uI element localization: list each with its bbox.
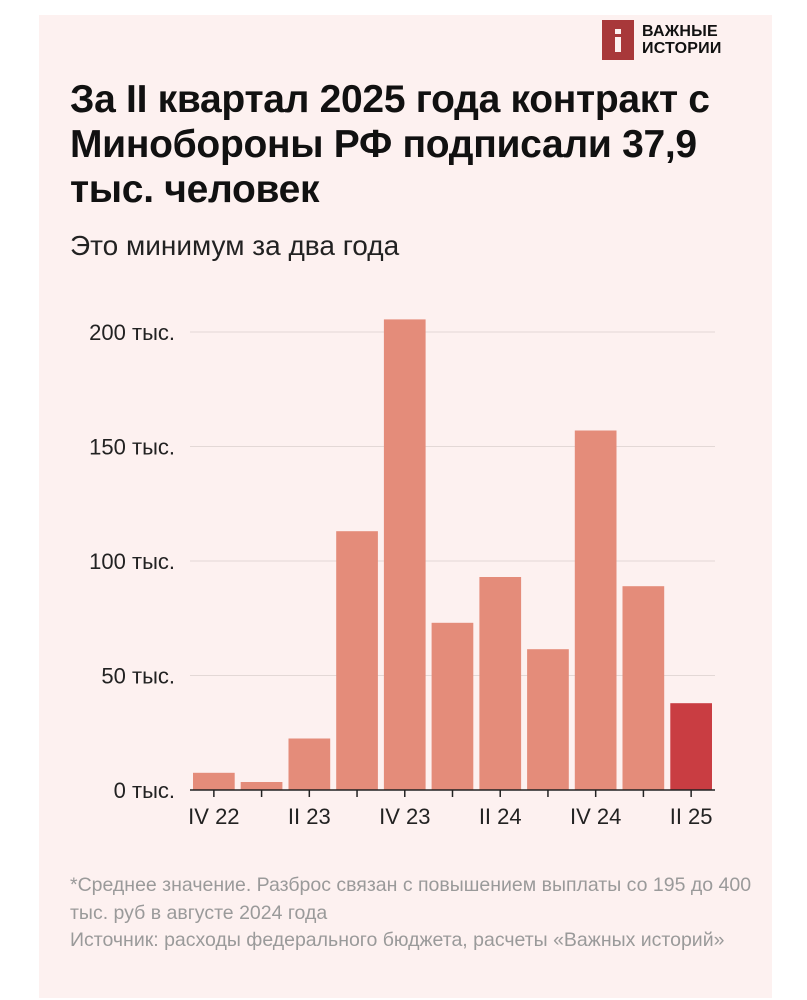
bar-iv-23 bbox=[383, 319, 426, 790]
x-tick-label: IV 24 bbox=[570, 804, 621, 829]
brand-line1: ВАЖНЫЕ bbox=[642, 23, 718, 40]
chart-notes: *Среднее значение. Разброс связан с повы… bbox=[70, 872, 760, 955]
x-tick-label: IV 22 bbox=[188, 804, 239, 829]
y-tick-label: 200 тыс. bbox=[89, 320, 175, 345]
x-tick-label: II 25 bbox=[670, 804, 713, 829]
bar-iv-22 bbox=[193, 772, 235, 790]
bar-iii-23 bbox=[336, 531, 378, 790]
x-tick-label: II 24 bbox=[479, 804, 522, 829]
bar-ii-24 bbox=[479, 577, 522, 790]
y-tick-label: 150 тыс. bbox=[89, 435, 175, 460]
bar-ii-23 bbox=[288, 738, 331, 790]
y-tick-label: 100 тыс. bbox=[89, 549, 175, 574]
y-tick-label: 0 тыс. bbox=[114, 778, 175, 803]
bar-i-25 bbox=[622, 586, 665, 790]
chart-title: За II квартал 2025 года контракт с Миноб… bbox=[70, 78, 710, 211]
bar-chart: 0 тыс. 50 тыс. 100 тыс. 150 тыс. 200 тыс. IV … bbox=[89, 319, 715, 829]
x-tick-label: II 23 bbox=[288, 804, 331, 829]
bar-iv-24 bbox=[574, 430, 617, 790]
bar-iii-24 bbox=[527, 649, 569, 790]
brand-logo: ВАЖНЫЕ ИСТОРИИ bbox=[602, 20, 722, 60]
source-note: Источник: расходы федерального бюджета, … bbox=[70, 929, 725, 951]
brand-line2: ИСТОРИИ bbox=[642, 40, 722, 57]
chart-card: ВАЖНЫЕ ИСТОРИИ За II квартал 2025 года к… bbox=[39, 15, 772, 998]
bar-ii-25 bbox=[670, 703, 712, 790]
bar-i-23 bbox=[240, 782, 283, 790]
x-tick-label: IV 23 bbox=[379, 804, 430, 829]
footnote: *Среднее значение. Разброс связан с повы… bbox=[70, 874, 752, 924]
brand-name: ВАЖНЫЕ ИСТОРИИ bbox=[642, 23, 722, 57]
y-tick-label: 50 тыс. bbox=[101, 664, 175, 689]
bar-i-24 bbox=[431, 622, 474, 790]
brand-mark-icon bbox=[602, 20, 634, 60]
chart-subtitle: Это минимум за два года bbox=[70, 230, 400, 261]
